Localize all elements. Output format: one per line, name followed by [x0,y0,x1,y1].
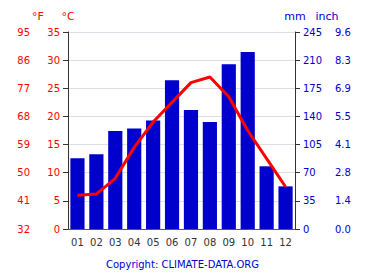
svg-text:°F: °F [32,10,44,23]
svg-text:6.9: 6.9 [335,83,351,94]
svg-text:inch: inch [315,10,338,23]
svg-text:86: 86 [17,55,30,66]
svg-text:05: 05 [147,237,160,248]
svg-text:68: 68 [17,111,30,122]
svg-text:25: 25 [47,83,60,94]
svg-text:03: 03 [109,237,122,248]
svg-text:41: 41 [17,195,30,206]
svg-text:07: 07 [185,237,198,248]
svg-text:0.0: 0.0 [335,224,351,235]
svg-text:Copyright: CLIMATE-DATA.ORG: Copyright: CLIMATE-DATA.ORG [106,259,259,270]
svg-text:12: 12 [279,237,292,248]
svg-text:09: 09 [222,237,235,248]
svg-text:140: 140 [303,111,322,122]
svg-text:30: 30 [47,55,60,66]
svg-text:11: 11 [260,237,273,248]
svg-text:105: 105 [303,139,322,150]
svg-text:0: 0 [54,224,60,235]
svg-text:5.5: 5.5 [335,111,351,122]
svg-text:mm: mm [284,10,305,23]
svg-text:59: 59 [17,139,30,150]
svg-text:35: 35 [303,195,316,206]
svg-text:9.6: 9.6 [335,27,351,38]
svg-text:175: 175 [303,83,322,94]
svg-text:4.1: 4.1 [335,139,351,150]
svg-text:06: 06 [166,237,179,248]
svg-text:35: 35 [47,27,60,38]
svg-text:0: 0 [303,224,309,235]
svg-text:02: 02 [90,237,103,248]
svg-text:245: 245 [303,27,322,38]
svg-text:32: 32 [17,224,30,235]
svg-text:20: 20 [47,111,60,122]
svg-text:10: 10 [241,237,254,248]
svg-text:210: 210 [303,55,322,66]
svg-text:70: 70 [303,167,316,178]
svg-text:10: 10 [47,167,60,178]
svg-text:01: 01 [71,237,84,248]
svg-text:08: 08 [204,237,217,248]
svg-text:95: 95 [17,27,30,38]
svg-text:50: 50 [17,167,30,178]
svg-text:2.8: 2.8 [335,167,351,178]
svg-text:1.4: 1.4 [335,195,351,206]
svg-text:5: 5 [54,195,60,206]
svg-text:°C: °C [61,10,75,23]
svg-text:04: 04 [128,237,141,248]
svg-text:15: 15 [47,139,60,150]
svg-text:77: 77 [17,83,30,94]
svg-text:8.3: 8.3 [335,55,351,66]
